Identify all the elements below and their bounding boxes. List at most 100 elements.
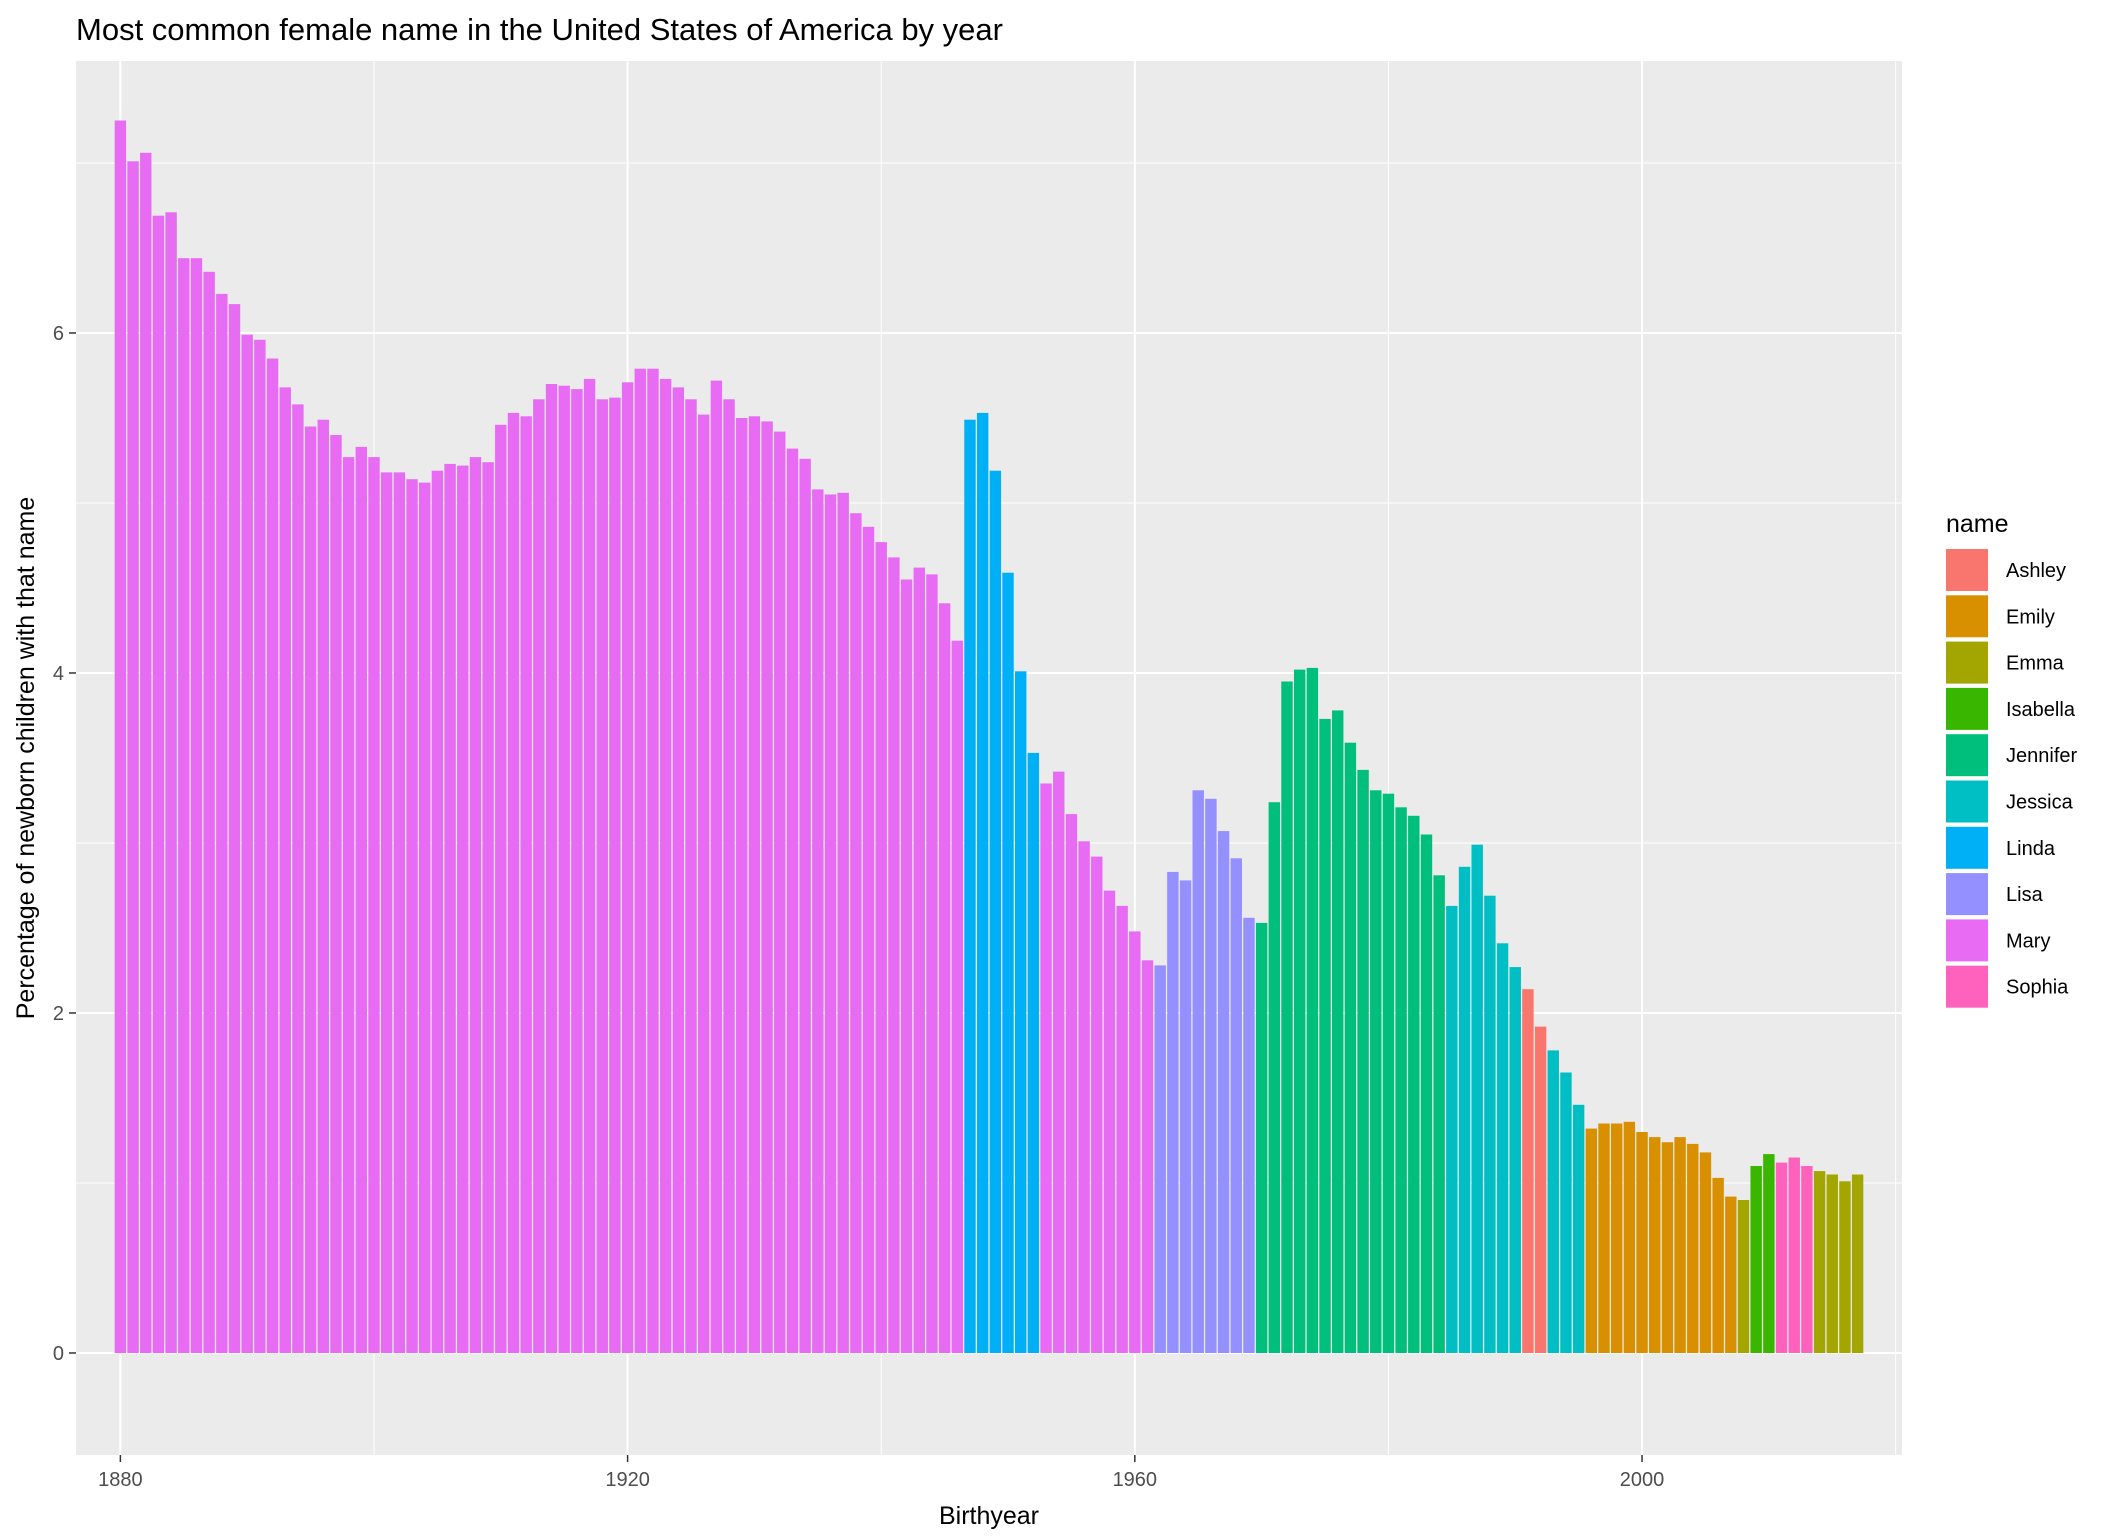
bar-2006 [1712,1177,1724,1353]
bar-1953 [1040,783,1052,1353]
legend-label-linda: Linda [2006,838,2056,860]
bar-1996 [1585,1128,1598,1353]
x-tick-label: 1920 [605,1469,650,1491]
bar-1938 [850,513,862,1353]
bar-1980 [1382,793,1395,1353]
bar-1991 [1522,989,1534,1353]
bar-1985 [1446,905,1458,1353]
legend-title: name [1946,510,2009,538]
legend-key-ashley [1946,549,1988,591]
bar-1914 [545,384,558,1353]
bar-1907 [457,465,469,1354]
bar-1939 [862,526,875,1353]
bar-1973 [1293,669,1306,1353]
bar-1887 [203,271,215,1353]
bar-1928 [723,399,735,1353]
bar-1917 [583,378,596,1353]
legend-key-emma [1946,641,1988,684]
bar-1952 [1027,752,1040,1353]
bar-1881 [127,161,139,1353]
bar-1880 [114,120,127,1353]
bar-1942 [900,579,913,1353]
bar-1918 [596,399,608,1353]
bar-1889 [228,304,241,1354]
y-tick-label: 4 [53,663,64,685]
bar-1989 [1496,943,1509,1353]
legend-label-mary: Mary [2006,930,2050,952]
bar-1984 [1433,875,1445,1353]
bar-1919 [609,397,621,1354]
bar-2015 [1826,1174,1838,1353]
bar-1950 [1002,572,1014,1353]
bar-1888 [216,293,228,1353]
bar-1941 [888,557,900,1353]
bar-1924 [672,387,685,1353]
bar-1894 [292,404,304,1353]
bar-1966 [1205,798,1217,1353]
bar-1906 [444,463,456,1353]
bar-1948 [976,412,989,1353]
legend-label-isabella: Isabella [2006,699,2076,721]
bar-1908 [469,457,482,1354]
bar-1895 [304,426,317,1353]
y-tick-label: 6 [53,323,64,345]
bar-2017 [1851,1174,1864,1353]
bar-1885 [178,258,190,1354]
bar-1977 [1344,742,1357,1353]
bar-1951 [1014,671,1027,1353]
bar-1925 [685,399,697,1353]
legend-label-jessica: Jessica [2006,792,2074,814]
bar-1898 [342,457,355,1354]
bar-1943 [913,567,925,1353]
bar-2009 [1750,1166,1762,1353]
bar-1904 [419,482,431,1354]
bar-1900 [368,457,380,1354]
bar-1913 [533,399,545,1353]
bar-1982 [1408,815,1420,1353]
legend: name Ashley Emily Emma Isabella Jennifer Jess… [1946,510,2077,1008]
bar-1929 [736,418,748,1353]
bar-1890 [241,334,253,1353]
bar-2010 [1763,1154,1775,1353]
y-axis: 0 2 4 6 [53,323,76,1365]
bar-1905 [431,470,444,1353]
bar-1959 [1116,905,1128,1353]
legend-key-sophia [1946,965,1988,1008]
bar-1946 [951,640,964,1353]
bar-1940 [875,542,887,1353]
bar-1891 [254,339,266,1353]
bar-1999 [1623,1121,1636,1353]
bar-1970 [1255,922,1268,1353]
bar-1902 [393,472,406,1353]
bar-1883 [152,215,165,1354]
legend-key-isabella [1946,687,1988,730]
legend-label-sophia: Sophia [2006,977,2069,999]
bar-1944 [926,574,938,1353]
bar-2002 [1661,1142,1674,1353]
legend-label-emily: Emily [2006,606,2055,628]
bar-1935 [812,489,824,1353]
bar-1990 [1509,967,1521,1353]
bar-1976 [1332,710,1344,1353]
bar-1892 [266,358,279,1353]
bar-1971 [1268,802,1281,1353]
bar-1884 [165,212,177,1353]
bar-2001 [1649,1137,1661,1353]
bar-1926 [697,414,710,1354]
legend-key-jessica [1946,780,1988,823]
bar-2003 [1674,1137,1686,1353]
bar-1979 [1370,790,1382,1353]
bar-1955 [1065,814,1078,1353]
bar-1988 [1484,895,1496,1353]
bar-1954 [1053,771,1065,1353]
bar-1963 [1167,871,1179,1353]
bar-1998 [1610,1123,1623,1353]
bar-2008 [1737,1200,1750,1353]
bar-2013 [1801,1166,1813,1353]
bar-1956 [1078,841,1090,1353]
bar-1920 [621,382,634,1353]
x-tick-label: 1960 [1113,1469,1158,1491]
bar-1986 [1458,866,1471,1353]
bar-1916 [571,389,583,1354]
bar-2016 [1839,1181,1851,1353]
